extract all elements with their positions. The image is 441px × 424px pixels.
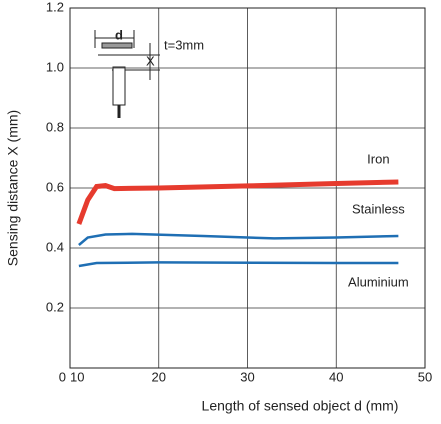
y-tick-label: 0.4 <box>46 239 64 254</box>
line <box>78 261 399 268</box>
x-tick-label: 20 <box>152 369 166 384</box>
diagram-label: t=3mm <box>164 37 204 52</box>
series-label: Iron <box>367 151 389 166</box>
x-axis-label: Length of sensed object d (mm) <box>202 398 399 414</box>
series-label: Stainless <box>352 201 405 216</box>
diagram-label: X <box>146 53 155 68</box>
x-tick-label: 40 <box>329 369 343 384</box>
y-axis-label: Sensing distance X (mm) <box>5 110 21 266</box>
y-tick-label: 0.6 <box>46 179 64 194</box>
line <box>78 232 399 246</box>
x-tick-label: 30 <box>240 369 254 384</box>
diagram-label: d <box>115 27 123 42</box>
x-tick-label: 10 <box>70 369 84 384</box>
inset-diagram <box>94 30 160 118</box>
y-tick-label: 0.8 <box>46 119 64 134</box>
plot-frame <box>69 7 426 369</box>
y-tick-label: 0.2 <box>46 299 64 314</box>
y-tick-label: 1.2 <box>46 0 64 14</box>
x-tick-label: 50 <box>418 369 432 384</box>
series-label: Aluminium <box>348 274 409 289</box>
y-tick-label: 0 <box>59 369 66 384</box>
line <box>76 179 399 225</box>
y-tick-label: 1.0 <box>46 59 64 74</box>
